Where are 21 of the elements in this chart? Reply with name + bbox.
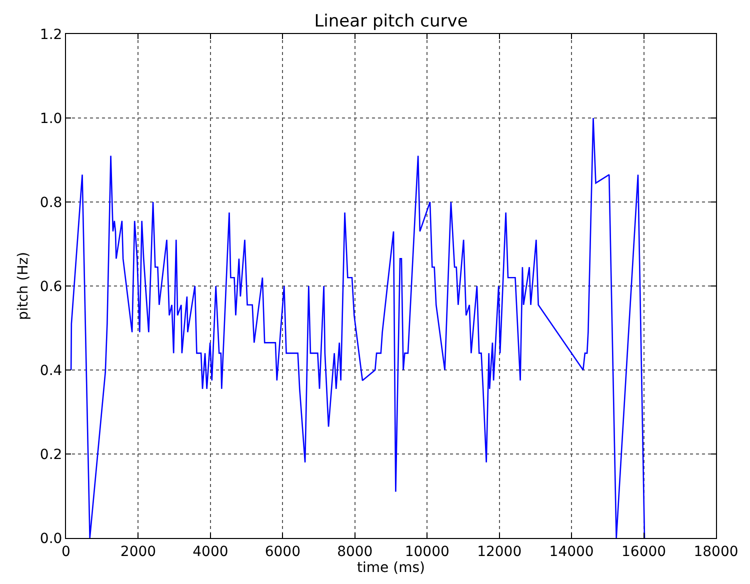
y-tick-label: 0.8	[40, 194, 62, 211]
y-tick-label: 1.2	[40, 26, 62, 43]
y-tick-label: 1.0	[40, 110, 62, 127]
x-tick-label: 8000	[337, 544, 373, 560]
x-tick-label: 14000	[549, 544, 594, 560]
chart-title: Linear pitch curve	[314, 12, 468, 32]
x-tick-label: 12000	[477, 544, 522, 560]
x-tick-label: 10000	[404, 544, 450, 560]
x-tick-label: 0	[62, 544, 70, 560]
x-tick-label: 6000	[264, 544, 300, 560]
y-axis-title: pitch (Hz)	[16, 252, 32, 320]
x-tick-label: 4000	[192, 544, 228, 560]
x-tick-label: 2000	[120, 544, 156, 560]
line-series	[70, 117, 646, 538]
x-tick-label: 18000	[694, 544, 738, 560]
y-tick-label: 0.6	[40, 278, 62, 295]
y-tick-label: 0.4	[40, 362, 62, 379]
y-tick-label: 0.2	[40, 446, 62, 463]
y-tick-label: 0.0	[40, 530, 62, 547]
x-tick-label: 16000	[622, 544, 666, 560]
x-axis-title: time (ms)	[357, 560, 425, 576]
